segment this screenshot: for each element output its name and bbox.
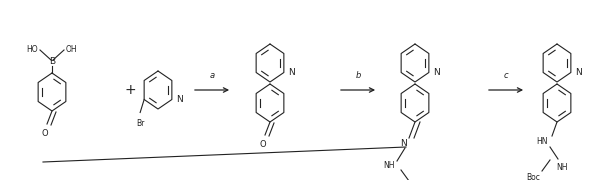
Text: c: c — [503, 71, 508, 80]
Text: OH: OH — [66, 44, 77, 53]
Text: NH: NH — [556, 163, 568, 172]
Text: a: a — [209, 71, 215, 80]
Text: N: N — [288, 68, 295, 77]
Text: N: N — [176, 95, 182, 104]
Text: HN: HN — [536, 136, 548, 145]
Text: B: B — [49, 57, 55, 66]
Text: +: + — [124, 83, 136, 97]
Text: HO: HO — [26, 44, 38, 53]
Text: NH: NH — [383, 161, 395, 170]
Text: N: N — [433, 68, 440, 77]
Text: N: N — [575, 68, 581, 77]
Text: O: O — [260, 140, 266, 149]
Text: O: O — [41, 129, 49, 138]
Text: N: N — [400, 138, 407, 147]
Text: Boc: Boc — [526, 173, 540, 180]
Text: Br: Br — [136, 118, 145, 127]
Text: b: b — [355, 71, 361, 80]
